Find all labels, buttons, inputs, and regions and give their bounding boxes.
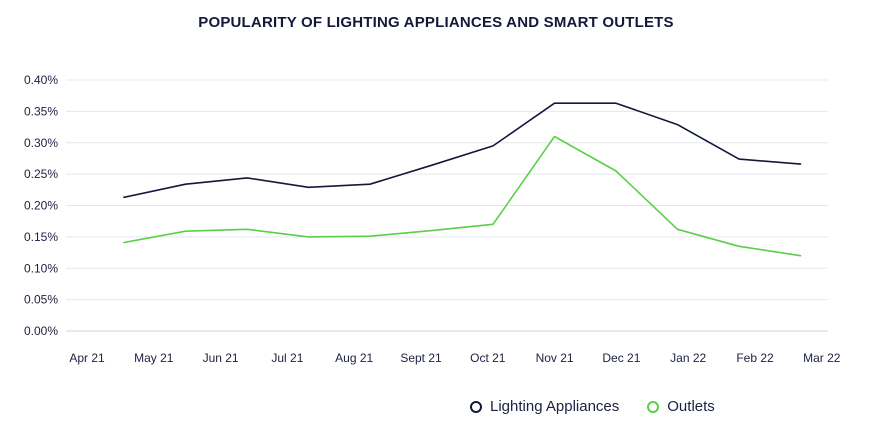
- x-tick-label: Apr 21: [69, 351, 105, 365]
- y-tick-label: 0.35%: [24, 104, 58, 118]
- y-tick-label: 0.30%: [24, 136, 58, 150]
- y-tick-label: 0.20%: [24, 199, 58, 213]
- y-tick-label: 0.40%: [24, 73, 58, 87]
- x-tick-label: Aug 21: [335, 351, 373, 365]
- y-tick-label: 0.25%: [24, 167, 58, 181]
- x-tick-label: May 21: [134, 351, 174, 365]
- legend-label-lighting: Lighting Appliances: [490, 398, 620, 415]
- legend-marker-outlets: [647, 400, 660, 413]
- x-tick-label: Jan 22: [670, 351, 706, 365]
- series-line-lighting-appliances: [123, 102, 802, 199]
- x-tick-label: Mar 22: [803, 351, 841, 365]
- x-tick-label: Jul 21: [271, 351, 303, 365]
- y-tick-label: 0.15%: [24, 230, 58, 244]
- x-tick-label: Dec 21: [602, 351, 640, 365]
- x-tick-label: Oct 21: [470, 351, 506, 365]
- legend-item-outlets[interactable]: Outlets: [647, 398, 715, 415]
- legend: Lighting Appliances Outlets: [470, 398, 743, 415]
- x-tick-label: Nov 21: [536, 351, 574, 365]
- legend-label-outlets: Outlets: [667, 398, 715, 415]
- legend-marker-lighting: [470, 400, 482, 413]
- series-line-outlets: [123, 135, 802, 257]
- chart-title: POPULARITY OF LIGHTING APPLIANCES AND SM…: [198, 14, 674, 31]
- x-tick-label: Feb 22: [736, 351, 774, 365]
- y-tick-label: 0.10%: [24, 261, 58, 275]
- y-tick-label: 0.00%: [24, 324, 58, 338]
- x-tick-label: Jun 21: [203, 351, 239, 365]
- x-tick-label: Sept 21: [400, 351, 442, 365]
- y-tick-label: 0.05%: [24, 293, 58, 307]
- legend-item-lighting[interactable]: Lighting Appliances: [470, 398, 619, 415]
